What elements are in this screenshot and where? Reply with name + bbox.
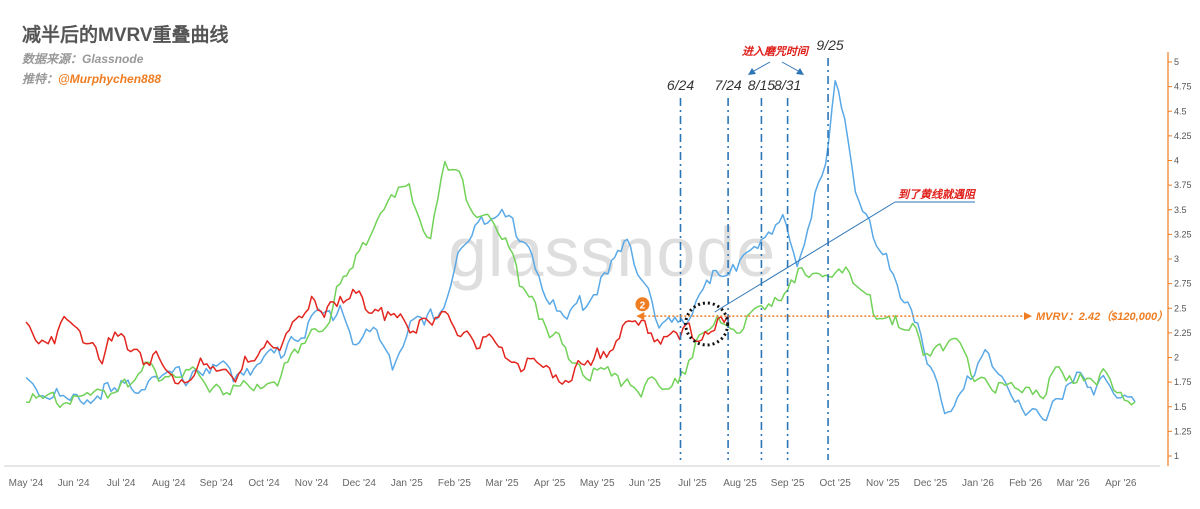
y-tick-label: 3.5 bbox=[1174, 205, 1187, 215]
x-tick-label: Dec '25 bbox=[914, 478, 948, 489]
x-tick-label: May '25 bbox=[580, 478, 615, 489]
vertical-marker-label: 8/15 bbox=[748, 77, 775, 93]
x-tick-label: Jan '26 bbox=[962, 478, 994, 489]
enter-zone-annotation: 进入磨咒时间 bbox=[742, 45, 810, 58]
markers-group: 6/24 7/24 8/158/31 9/25 bbox=[667, 37, 844, 460]
y-tick-label: 3.75 bbox=[1174, 180, 1192, 190]
x-tick-label: Jul '24 bbox=[107, 478, 136, 489]
data-source-text: 数据来源：Glassnode bbox=[22, 50, 143, 67]
y-tick-label: 3.25 bbox=[1174, 229, 1192, 239]
y-tick-label: 3 bbox=[1174, 254, 1179, 264]
marker-circle bbox=[635, 297, 650, 312]
arrow-left-head bbox=[636, 312, 645, 321]
enter-arrow-right-line bbox=[781, 61, 801, 73]
enter-arrow-right-head bbox=[796, 68, 804, 75]
x-tick-label: Oct '24 bbox=[248, 478, 280, 489]
series-line-blue bbox=[25, 79, 1136, 422]
x-tick-label: Jun '25 bbox=[629, 478, 661, 489]
chart-title: 减半后的MVRV重叠曲线 bbox=[22, 25, 229, 46]
x-tick-label: Oct '25 bbox=[820, 478, 852, 489]
watermark: glassnode bbox=[448, 213, 777, 291]
x-tick-label: Jan '25 bbox=[391, 478, 423, 489]
x-tick-label: Sep '25 bbox=[771, 478, 805, 489]
y-tick-label: 5 bbox=[1174, 57, 1179, 67]
y-tick-label: 4.75 bbox=[1174, 82, 1192, 92]
x-tick-label: Apr '26 bbox=[1105, 478, 1137, 489]
vertical-marker-label: 9/25 bbox=[816, 37, 843, 53]
callout-line bbox=[714, 201, 896, 313]
y-tick-label: 1.75 bbox=[1174, 377, 1192, 387]
x-tick-label: Nov '24 bbox=[295, 478, 329, 489]
series-group bbox=[25, 79, 1136, 422]
y-tick-label: 2.5 bbox=[1174, 303, 1187, 313]
twitter-handle: @Murphychen888 bbox=[58, 72, 162, 86]
marker-number: 2 bbox=[640, 300, 646, 311]
series-line-green bbox=[25, 160, 1136, 409]
x-tick-label: Feb '25 bbox=[438, 478, 471, 489]
y-tick-label: 4 bbox=[1174, 156, 1179, 166]
y-tick-label: 1.5 bbox=[1174, 402, 1187, 412]
y-tick-label: 4.25 bbox=[1174, 131, 1192, 141]
arrow-right-head bbox=[1024, 312, 1032, 321]
x-tick-label: Jul '25 bbox=[678, 478, 707, 489]
x-tick-label: Apr '25 bbox=[534, 478, 566, 489]
x-tick-label: Aug '24 bbox=[152, 478, 186, 489]
vertical-marker-label: 7/24 bbox=[714, 77, 741, 93]
enter-arrow-left-head bbox=[748, 68, 756, 75]
series-line-red bbox=[25, 288, 731, 385]
vertical-marker-label: 6/24 bbox=[667, 77, 694, 93]
axes: May '24 Jun '24 Jul '24 Aug '24 Sep '24 Oct '… bbox=[4, 52, 1192, 489]
source-value: Glassnode bbox=[82, 52, 144, 66]
vertical-marker-label: 8/31 bbox=[774, 77, 801, 93]
x-tick-label: Aug '25 bbox=[723, 478, 757, 489]
x-tick-label: Mar '25 bbox=[485, 478, 518, 489]
x-tick-label: Sep '24 bbox=[200, 478, 234, 489]
x-tick-label: Dec '24 bbox=[342, 478, 376, 489]
resistance-annotation: 到了黄线就遇阻 bbox=[898, 188, 977, 201]
x-tick-label: Nov '25 bbox=[866, 478, 900, 489]
enter-arrow-left-line bbox=[751, 61, 771, 73]
x-tick-label: May '24 bbox=[9, 478, 44, 489]
y-tick-label: 1 bbox=[1174, 451, 1179, 461]
annotations-group: MVRV：2.42（$120,000） 2 到了黄线就遇阻 进入磨咒时间 bbox=[635, 45, 1168, 347]
x-tick-label: Jun '24 bbox=[58, 478, 90, 489]
y-tick-label: 1.25 bbox=[1174, 426, 1192, 436]
mvrv-level-label: MVRV：2.42（$120,000） bbox=[1036, 310, 1168, 323]
source-label: 数据来源： bbox=[22, 52, 83, 66]
x-tick-label: Feb '26 bbox=[1009, 478, 1042, 489]
y-tick-label: 4.5 bbox=[1174, 106, 1187, 116]
twitter-label: 推特： bbox=[22, 72, 59, 86]
x-tick-label: Mar '26 bbox=[1057, 478, 1090, 489]
y-tick-label: 2.25 bbox=[1174, 328, 1192, 338]
highlight-circle bbox=[684, 301, 730, 347]
y-tick-label: 2.75 bbox=[1174, 279, 1192, 289]
twitter-text: 推特：@Murphychen888 bbox=[22, 70, 161, 87]
y-tick-label: 2 bbox=[1174, 353, 1179, 363]
